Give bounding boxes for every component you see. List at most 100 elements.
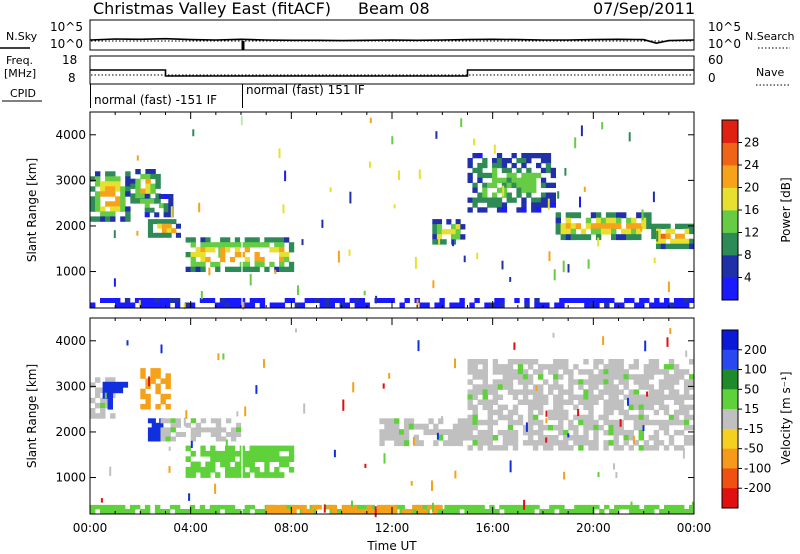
power-scatter-point bbox=[460, 118, 463, 128]
power-cell bbox=[550, 182, 556, 188]
power-cell bbox=[611, 217, 617, 224]
velocity-cell bbox=[502, 384, 509, 390]
velocity-cell bbox=[588, 419, 594, 426]
velocity-cell bbox=[107, 387, 113, 394]
power-scatter-point bbox=[432, 280, 435, 289]
velocity-cell bbox=[122, 381, 129, 388]
power-cell bbox=[229, 302, 236, 308]
power-cell bbox=[150, 183, 156, 189]
velocity-cell bbox=[548, 414, 554, 421]
velocity-cell bbox=[658, 369, 665, 375]
velocity-scatter-point bbox=[632, 435, 635, 445]
freq-label: Freq. bbox=[6, 54, 33, 67]
velocity-cell bbox=[225, 432, 232, 437]
velocity-cell bbox=[623, 374, 629, 380]
velocity-cell bbox=[678, 429, 685, 436]
power-cell bbox=[100, 211, 106, 217]
velocity-cell bbox=[593, 424, 599, 431]
velocity-cell bbox=[209, 509, 216, 514]
power-cell bbox=[279, 252, 285, 258]
velocity-cell bbox=[538, 389, 544, 395]
velocity-colorbar-tick-label: 50 bbox=[744, 382, 759, 396]
velocity-cell bbox=[90, 504, 96, 510]
power-cell bbox=[575, 223, 582, 230]
power-cell bbox=[120, 191, 126, 197]
velocity-cell bbox=[543, 364, 549, 370]
power-colorbar-cell bbox=[722, 153, 738, 166]
power-cell bbox=[105, 181, 111, 187]
power-cell bbox=[244, 237, 250, 243]
velocity-cell bbox=[527, 414, 534, 421]
power-scatter-point bbox=[337, 250, 340, 263]
velocity-cell bbox=[418, 440, 424, 447]
velocity-scatter-point bbox=[646, 391, 649, 397]
velocity-cell bbox=[482, 399, 488, 405]
velocity-cell bbox=[489, 509, 495, 514]
power-cell bbox=[124, 302, 131, 308]
velocity-cell bbox=[502, 435, 509, 441]
velocity-cell bbox=[633, 424, 639, 431]
velocity-cell bbox=[618, 404, 624, 411]
power-cell bbox=[684, 223, 690, 230]
velocity-cell bbox=[603, 440, 609, 446]
power-cell bbox=[641, 212, 647, 219]
velocity-cell bbox=[412, 504, 418, 510]
velocity-cell bbox=[472, 374, 478, 380]
power-cell bbox=[152, 232, 158, 238]
velocity-cell bbox=[189, 504, 196, 510]
velocity-cell bbox=[603, 404, 609, 411]
velocity-cell bbox=[205, 472, 211, 478]
power-cell bbox=[354, 302, 360, 308]
power-cell bbox=[511, 153, 517, 159]
power-cell bbox=[329, 302, 335, 308]
velocity-cell bbox=[663, 394, 670, 400]
velocity-cell bbox=[112, 387, 118, 394]
velocity-cell bbox=[678, 394, 685, 400]
velocity-cell bbox=[558, 399, 564, 405]
power-cell bbox=[536, 162, 542, 169]
velocity-cell bbox=[492, 419, 499, 426]
velocity-cell bbox=[527, 374, 534, 380]
velocity-cell bbox=[674, 504, 680, 510]
power-cell bbox=[536, 202, 542, 208]
power-cell bbox=[135, 198, 141, 204]
velocity-cell bbox=[229, 466, 236, 473]
power-cell bbox=[559, 298, 565, 303]
velocity-cell bbox=[413, 440, 419, 447]
power-cell bbox=[460, 224, 466, 230]
velocity-cell bbox=[613, 369, 619, 375]
velocity-cell bbox=[110, 413, 116, 419]
velocity-colorbar-cell bbox=[722, 428, 738, 449]
power-scatter-point bbox=[501, 260, 504, 270]
velocity-cell bbox=[279, 445, 285, 452]
power-cell bbox=[204, 298, 211, 303]
velocity-scatter-point bbox=[225, 439, 228, 450]
power-cell bbox=[660, 238, 666, 245]
velocity-cell bbox=[604, 504, 610, 510]
power-scatter-point bbox=[297, 285, 299, 296]
velocity-cell bbox=[633, 399, 639, 405]
power-cell bbox=[389, 298, 395, 303]
power-cell bbox=[595, 223, 602, 230]
power-cell bbox=[130, 178, 136, 184]
velocity-cell bbox=[634, 504, 640, 510]
nave-tick-bottom: 0 bbox=[708, 71, 716, 85]
velocity-cell bbox=[658, 389, 665, 395]
velocity-cell bbox=[608, 379, 614, 385]
power-cell bbox=[644, 298, 650, 303]
velocity-scatter-point bbox=[126, 340, 129, 346]
power-cell bbox=[274, 237, 280, 243]
velocity-cell bbox=[514, 509, 520, 514]
power-cell bbox=[219, 302, 226, 308]
power-cell bbox=[545, 153, 552, 159]
velocity-cell bbox=[673, 369, 680, 375]
velocity-scatter-point bbox=[160, 344, 163, 354]
velocity-cell bbox=[519, 504, 525, 510]
velocity-cell bbox=[331, 504, 337, 510]
velocity-cell bbox=[563, 399, 569, 405]
power-scatter-point bbox=[640, 226, 643, 232]
velocity-cell bbox=[433, 440, 439, 447]
power-cell bbox=[145, 188, 151, 194]
xtick-label: 12:00 bbox=[375, 521, 410, 535]
